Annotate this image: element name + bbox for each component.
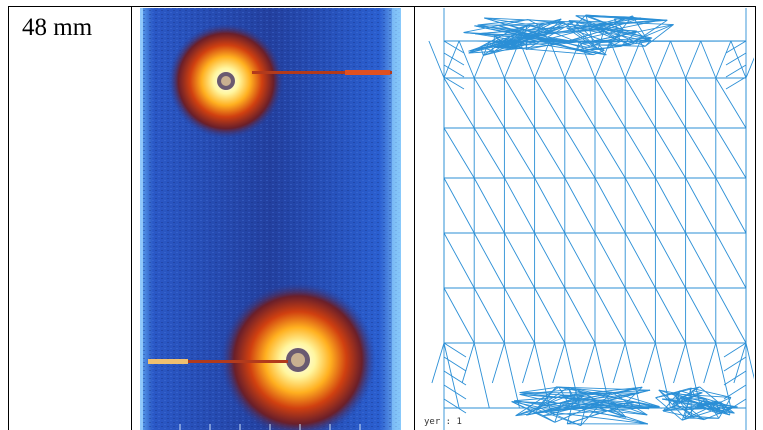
table-left-border	[8, 6, 9, 430]
thermal-image-icon	[140, 8, 401, 430]
mesh-icon	[428, 8, 754, 430]
mesh-image: yer : 1	[416, 8, 754, 430]
row-label: 48 mm	[22, 14, 93, 41]
table-top-border	[8, 6, 756, 7]
table-col-divider-2	[414, 6, 415, 430]
thermal-image	[140, 8, 401, 430]
mesh-caption: yer : 1	[424, 417, 462, 427]
table-col-divider-1	[131, 6, 132, 430]
table-right-border	[755, 6, 756, 430]
